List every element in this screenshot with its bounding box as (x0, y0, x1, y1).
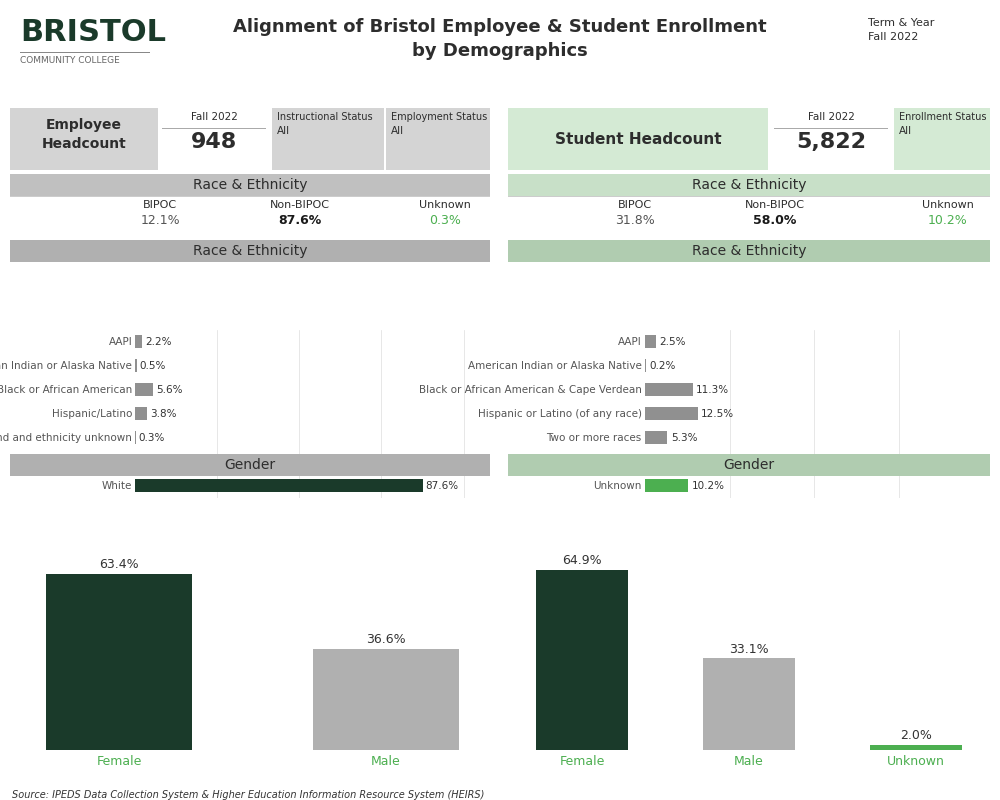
Bar (536, 570, 628, 750)
Text: White: White (611, 457, 642, 466)
Bar (703, 658, 795, 750)
Text: 0.0%: 0.0% (138, 457, 164, 466)
Text: 58.0%: 58.0% (753, 214, 797, 227)
Bar (313, 649, 459, 750)
Bar (645, 431, 667, 444)
Text: Race & Ethnicity: Race & Ethnicity (692, 244, 806, 258)
Bar (645, 479, 688, 492)
Text: 5.6%: 5.6% (156, 385, 183, 394)
Text: 0.5%: 0.5% (139, 361, 166, 370)
Text: AAPI: AAPI (109, 337, 132, 346)
Text: 2.5%: 2.5% (659, 337, 685, 346)
Text: 0.3%: 0.3% (429, 214, 461, 227)
Text: 11.3%: 11.3% (696, 385, 729, 394)
Text: Black or African American & Cape Verdean: Black or African American & Cape Verdean (419, 385, 642, 394)
Text: 31.8%: 31.8% (615, 214, 655, 227)
Text: Unknown: Unknown (922, 200, 974, 210)
Text: 87.6%: 87.6% (425, 481, 459, 490)
Text: Instructional Status: Instructional Status (277, 112, 373, 122)
Text: 10.2%: 10.2% (691, 481, 724, 490)
Bar (135, 335, 142, 348)
Bar (645, 335, 656, 348)
Text: All: All (277, 126, 290, 136)
Text: Employee
Headcount: Employee Headcount (42, 118, 126, 151)
Text: 58.0%: 58.0% (893, 457, 926, 466)
Text: BRISTOL: BRISTOL (20, 18, 166, 47)
Text: Non-BIPOC: Non-BIPOC (745, 200, 805, 210)
Text: 2.2%: 2.2% (145, 337, 171, 346)
Bar (645, 383, 693, 396)
Text: Employment Status: Employment Status (391, 112, 487, 122)
Text: Two or more races: Two or more races (37, 457, 132, 466)
Text: 12.5%: 12.5% (701, 409, 734, 418)
Text: by Demographics: by Demographics (412, 42, 588, 60)
Text: Race & Ethnicity: Race & Ethnicity (692, 178, 806, 192)
Bar (135, 383, 153, 396)
Text: Unknown: Unknown (419, 200, 471, 210)
Text: 33.1%: 33.1% (729, 642, 769, 655)
Text: Unknown: Unknown (593, 481, 642, 490)
Text: White: White (102, 481, 132, 490)
Text: 12.1%: 12.1% (140, 214, 180, 227)
Text: 2.0%: 2.0% (900, 729, 932, 742)
Text: AAPI: AAPI (618, 337, 642, 346)
Bar (135, 359, 137, 372)
Bar (46, 574, 192, 750)
Text: Enrollment Status: Enrollment Status (899, 112, 986, 122)
Text: Gender: Gender (723, 458, 775, 472)
Bar (645, 455, 890, 468)
Text: Source: IPEDS Data Collection System & Higher Education Information Resource Sys: Source: IPEDS Data Collection System & H… (12, 790, 484, 800)
Text: 5,822: 5,822 (796, 132, 866, 152)
Text: Hispanic/Latino: Hispanic/Latino (52, 409, 132, 418)
Text: 36.6%: 36.6% (366, 633, 406, 646)
Bar (135, 479, 423, 492)
Text: Fall 2022: Fall 2022 (808, 112, 854, 122)
Text: Two or more races: Two or more races (546, 433, 642, 442)
Text: BIPOC: BIPOC (618, 200, 652, 210)
Text: Gender: Gender (224, 458, 276, 472)
Text: BIPOC: BIPOC (143, 200, 177, 210)
Text: American Indian or Alaska Native: American Indian or Alaska Native (0, 361, 132, 370)
Text: Black or African American: Black or African American (0, 385, 132, 394)
Text: Race & Ethnicity: Race & Ethnicity (193, 244, 307, 258)
Text: 0.3%: 0.3% (139, 433, 165, 442)
Text: 64.9%: 64.9% (562, 554, 602, 567)
Bar (870, 745, 962, 750)
Text: 63.4%: 63.4% (99, 558, 139, 571)
Text: 3.8%: 3.8% (150, 409, 177, 418)
Text: American Indian or Alaska Native: American Indian or Alaska Native (468, 361, 642, 370)
Text: Non-BIPOC: Non-BIPOC (270, 200, 330, 210)
Text: All: All (899, 126, 912, 136)
Text: Term & Year: Term & Year (868, 18, 934, 28)
Bar (135, 407, 147, 420)
Text: Student Headcount: Student Headcount (555, 131, 721, 146)
Text: 948: 948 (191, 132, 237, 152)
Text: Hispanic or Latino (of any race): Hispanic or Latino (of any race) (478, 409, 642, 418)
Text: Race and and ethnicity unknown: Race and and ethnicity unknown (0, 433, 132, 442)
Text: Race & Ethnicity: Race & Ethnicity (193, 178, 307, 192)
Text: Fall 2022: Fall 2022 (191, 112, 237, 122)
Text: 10.2%: 10.2% (928, 214, 968, 227)
Bar (645, 407, 698, 420)
Text: 87.6%: 87.6% (278, 214, 322, 227)
Text: COMMUNITY COLLEGE: COMMUNITY COLLEGE (20, 56, 120, 65)
Text: All: All (391, 126, 404, 136)
Text: 0.2%: 0.2% (649, 361, 676, 370)
Text: Alignment of Bristol Employee & Student Enrollment: Alignment of Bristol Employee & Student … (233, 18, 767, 36)
Text: Fall 2022: Fall 2022 (868, 32, 918, 42)
Text: 5.3%: 5.3% (671, 433, 697, 442)
